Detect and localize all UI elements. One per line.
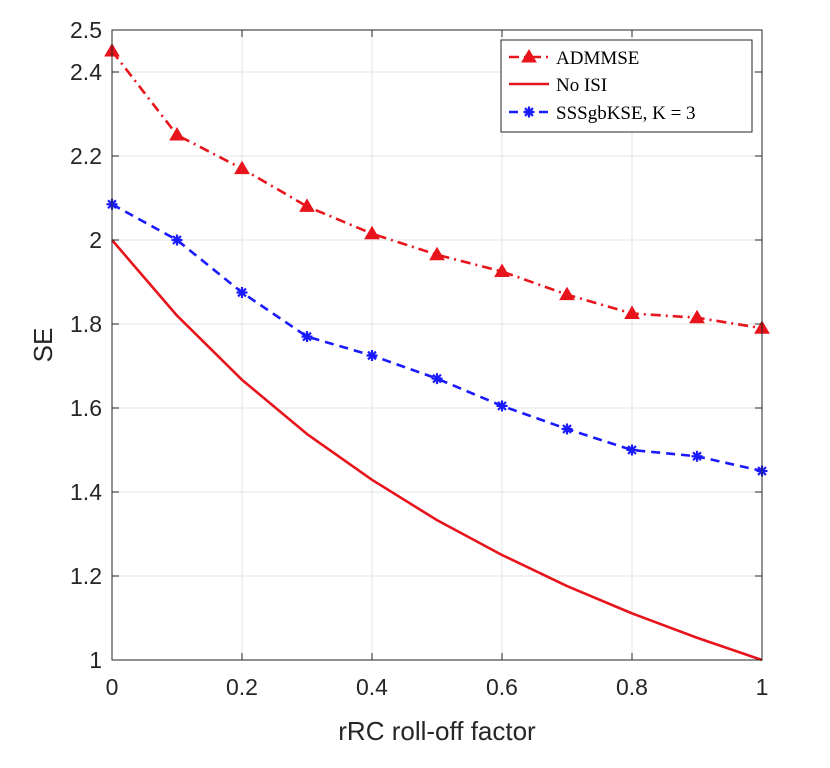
data-point-admmse xyxy=(624,305,640,319)
data-point-sssgbkse-k-3 xyxy=(301,331,313,343)
legend-samples xyxy=(509,49,549,118)
x-tick-label: 0.6 xyxy=(486,674,518,700)
data-point-sssgbkse-k-3 xyxy=(366,350,378,361)
y-tick-label: 2.2 xyxy=(70,143,102,169)
y-axis-label: SE xyxy=(28,328,58,363)
data-point-admmse xyxy=(429,246,445,261)
grid xyxy=(112,30,762,660)
series-line-no-isi xyxy=(111,239,763,662)
x-axis-label: rRC roll-off factor xyxy=(338,716,536,746)
legend-entry-label: No ISI xyxy=(556,75,607,96)
data-point-admmse xyxy=(299,198,315,212)
series-line-admmse xyxy=(110,50,763,330)
y-tick-label: 1 xyxy=(89,647,102,673)
x-tick-label: 1 xyxy=(756,674,769,700)
y-tick-label: 2 xyxy=(89,227,102,253)
data-point-admmse xyxy=(559,286,575,301)
y-tick-label: 1.6 xyxy=(70,395,102,421)
data-point-admmse xyxy=(494,263,510,277)
plot-frame xyxy=(111,29,763,661)
data-point-admmse xyxy=(234,160,250,175)
x-tick-label: 0.8 xyxy=(616,674,648,700)
x-tick-label: 0.4 xyxy=(356,674,388,700)
data-point-sssgbkse-k-3 xyxy=(431,373,443,385)
data-point-sssgbkse-k-3 xyxy=(626,444,638,456)
legend-marker-sample xyxy=(521,49,537,63)
data-point-sssgbkse-k-3 xyxy=(236,287,248,298)
data-point-sssgbkse-k-3 xyxy=(691,450,703,462)
legend-marker-sample xyxy=(523,106,535,118)
y-tick-label: 1.8 xyxy=(70,311,102,337)
data-point-sssgbkse-k-3 xyxy=(171,234,183,246)
series-line-sssgbkse-k-3 xyxy=(111,203,763,473)
data-point-sssgbkse-k-3 xyxy=(496,400,508,412)
y-tick-label: 1.2 xyxy=(70,563,102,589)
y-tick-label: 2.5 xyxy=(70,17,102,43)
data-point-sssgbkse-k-3 xyxy=(561,423,573,435)
legend-entry-label: ADMMSE xyxy=(556,48,639,69)
ticks: 0 0.2 0.4 0.6 0.8 1 1 1.2 1.4 1.6 1.8 2 2.2 2.4 2.5 xyxy=(70,17,768,700)
y-tick-label: 2.4 xyxy=(70,59,102,85)
x-tick-label: 0 xyxy=(106,674,119,700)
data-point-admmse xyxy=(364,225,380,240)
data-point-admmse xyxy=(169,127,185,141)
legend-box xyxy=(500,39,753,133)
legend-entry-label: SSSgbKSE, K = 3 xyxy=(556,103,696,124)
legend: ADMMSE No ISI SSSgbKSE, K = 3 xyxy=(500,39,753,133)
data-point-admmse xyxy=(689,309,705,324)
x-tick-label: 0.2 xyxy=(226,674,258,700)
y-tick-label: 1.4 xyxy=(70,479,102,505)
plot-area xyxy=(112,30,762,660)
